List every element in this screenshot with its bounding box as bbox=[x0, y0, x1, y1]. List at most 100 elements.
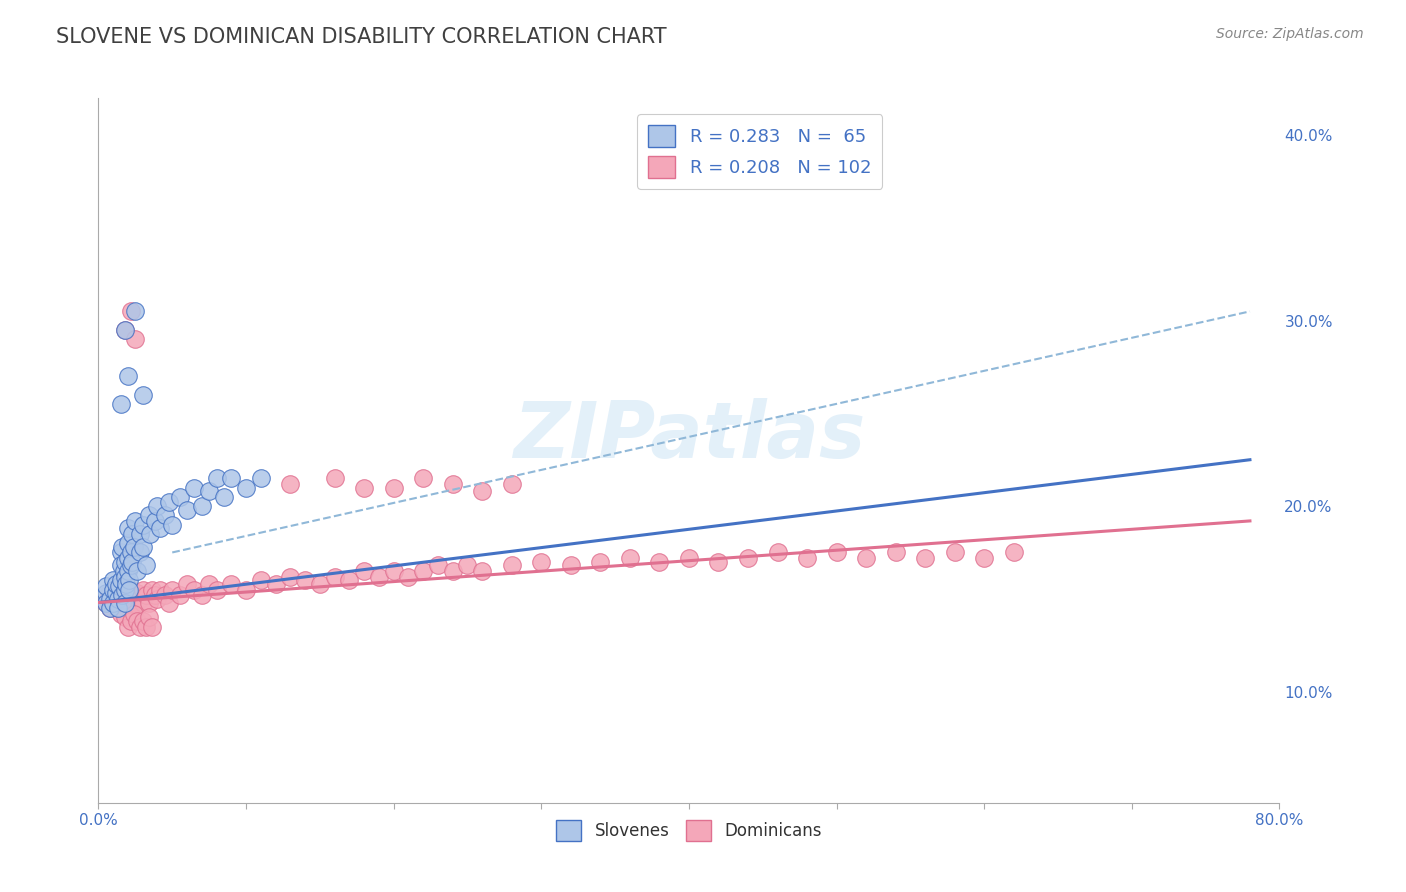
Point bbox=[368, 569, 391, 583]
Point bbox=[117, 521, 139, 535]
Point bbox=[323, 569, 346, 583]
Point bbox=[114, 555, 136, 569]
Point bbox=[191, 588, 214, 602]
Point bbox=[120, 614, 142, 628]
Point bbox=[125, 564, 148, 578]
Point bbox=[235, 582, 257, 597]
Point bbox=[120, 545, 142, 559]
Point bbox=[124, 304, 146, 318]
Point bbox=[110, 595, 132, 609]
Point bbox=[353, 564, 375, 578]
Point bbox=[98, 591, 121, 606]
Point bbox=[235, 481, 257, 495]
Point bbox=[120, 582, 142, 597]
Point bbox=[97, 586, 120, 600]
Point bbox=[157, 595, 180, 609]
Point bbox=[648, 555, 671, 569]
Point bbox=[143, 514, 166, 528]
Point bbox=[124, 514, 146, 528]
Point bbox=[441, 564, 464, 578]
Point bbox=[115, 595, 138, 609]
Point bbox=[441, 476, 464, 491]
Point bbox=[280, 569, 302, 583]
Point bbox=[501, 558, 523, 573]
Point bbox=[501, 476, 523, 491]
Point bbox=[323, 471, 346, 485]
Point bbox=[114, 610, 136, 624]
Legend: Slovenes, Dominicans: Slovenes, Dominicans bbox=[550, 814, 828, 847]
Point bbox=[120, 304, 142, 318]
Point bbox=[143, 588, 166, 602]
Point bbox=[309, 577, 332, 591]
Point bbox=[212, 490, 235, 504]
Text: SLOVENE VS DOMINICAN DISABILITY CORRELATION CHART: SLOVENE VS DOMINICAN DISABILITY CORRELAT… bbox=[56, 27, 666, 46]
Point bbox=[138, 595, 160, 609]
Point bbox=[619, 551, 641, 566]
Point bbox=[471, 484, 494, 499]
Point bbox=[103, 582, 125, 597]
Point bbox=[110, 558, 132, 573]
Point bbox=[198, 577, 221, 591]
Point bbox=[128, 591, 150, 606]
Point bbox=[105, 577, 128, 591]
Point bbox=[120, 558, 142, 573]
Point bbox=[589, 555, 612, 569]
Point bbox=[121, 527, 143, 541]
Point bbox=[132, 614, 155, 628]
Point bbox=[128, 619, 150, 633]
Point bbox=[796, 551, 818, 566]
Point bbox=[103, 574, 125, 588]
Point bbox=[678, 551, 700, 566]
Point bbox=[112, 564, 135, 578]
Point bbox=[94, 595, 117, 609]
Point bbox=[125, 614, 148, 628]
Point bbox=[111, 595, 134, 609]
Point bbox=[176, 577, 198, 591]
Point bbox=[98, 601, 121, 615]
Text: ZIPatlas: ZIPatlas bbox=[513, 399, 865, 475]
Point bbox=[153, 508, 176, 523]
Point bbox=[94, 595, 117, 609]
Point bbox=[117, 564, 139, 578]
Point bbox=[107, 601, 129, 615]
Point bbox=[103, 595, 125, 609]
Point bbox=[914, 551, 936, 566]
Text: Source: ZipAtlas.com: Source: ZipAtlas.com bbox=[1216, 27, 1364, 41]
Point bbox=[107, 601, 129, 615]
Point bbox=[169, 490, 191, 504]
Point bbox=[114, 601, 136, 615]
Point bbox=[122, 588, 145, 602]
Point bbox=[294, 574, 316, 588]
Point bbox=[115, 577, 138, 591]
Point bbox=[250, 574, 273, 588]
Point bbox=[132, 388, 155, 402]
Point bbox=[153, 588, 176, 602]
Point bbox=[125, 586, 148, 600]
Point bbox=[117, 619, 139, 633]
Point bbox=[884, 545, 907, 559]
Point bbox=[198, 484, 221, 499]
Point bbox=[135, 558, 157, 573]
Point bbox=[737, 551, 759, 566]
Point bbox=[118, 582, 141, 597]
Point bbox=[825, 545, 848, 559]
Point bbox=[146, 591, 169, 606]
Point bbox=[107, 591, 129, 606]
Point bbox=[114, 582, 136, 597]
Point bbox=[162, 582, 183, 597]
Point bbox=[176, 503, 198, 517]
Point bbox=[110, 607, 132, 621]
Point bbox=[135, 588, 157, 602]
Point bbox=[111, 540, 134, 554]
Point bbox=[122, 540, 145, 554]
Point bbox=[103, 588, 125, 602]
Point bbox=[766, 545, 789, 559]
Point bbox=[118, 574, 141, 588]
Point bbox=[339, 574, 361, 588]
Point bbox=[132, 540, 155, 554]
Point bbox=[162, 517, 183, 532]
Point bbox=[118, 595, 141, 609]
Point bbox=[146, 499, 169, 513]
Point bbox=[141, 619, 163, 633]
Point bbox=[128, 545, 150, 559]
